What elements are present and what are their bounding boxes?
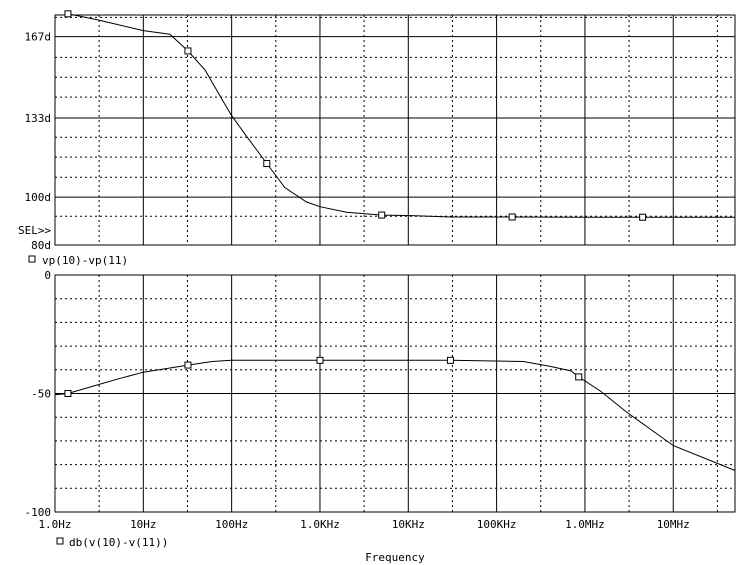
magnitude-data-marker <box>184 361 192 369</box>
x-tick-label: 1.0KHz <box>300 518 340 531</box>
x-tick-label: 1.0MHz <box>565 518 605 531</box>
magnitude-series-line <box>54 359 736 471</box>
phase-series-line <box>67 13 735 218</box>
magnitude-y-tick-label: -50 <box>31 388 51 401</box>
magnitude-y-tick-label: 0 <box>44 269 51 282</box>
phase-y-tick-label: 80d <box>31 239 51 252</box>
magnitude-legend-symbol <box>56 537 64 545</box>
magnitude-chart: 0 -50 -100 1.0Hz 10Hz 100Hz 1.0KHz 10KHz 100KHz… <box>25 269 736 564</box>
x-axis-title: Frequency <box>365 551 425 564</box>
phase-data-marker <box>184 47 192 55</box>
magnitude-data-marker <box>446 356 454 364</box>
magnitude-data-marker <box>575 373 583 381</box>
magnitude-legend: db(v(10)-v(11)) <box>56 536 168 549</box>
phase-chart: 167d 133d 100d 80d SEL>> vp(10)-vp(11) <box>18 10 736 267</box>
phase-chart-frame <box>54 14 736 246</box>
selection-marker-label: SEL>> <box>18 224 51 237</box>
phase-legend: vp(10)-vp(11) <box>28 254 128 267</box>
x-tick-label: 10KHz <box>392 518 425 531</box>
phase-data-marker <box>639 213 647 221</box>
x-tick-label: 10Hz <box>130 518 157 531</box>
phase-legend-label: vp(10)-vp(11) <box>42 254 128 267</box>
x-tick-label: 1.0Hz <box>38 518 71 531</box>
x-tick-label: 100KHz <box>477 518 517 531</box>
magnitude-data-marker <box>64 390 72 397</box>
x-tick-label: 100Hz <box>215 518 248 531</box>
phase-y-tick-label: 167d <box>25 31 52 44</box>
phase-data-marker <box>508 213 516 221</box>
phase-data-marker <box>263 160 271 168</box>
magnitude-data-marker <box>316 356 324 364</box>
phase-data-marker <box>378 211 386 219</box>
magnitude-y-tick-label: -100 <box>25 506 52 519</box>
magnitude-chart-frame <box>54 274 736 513</box>
phase-data-marker <box>64 10 72 18</box>
phase-y-tick-label: 100d <box>25 191 52 204</box>
x-tick-label: 10MHz <box>657 518 690 531</box>
phase-y-tick-label: 133d <box>25 112 52 125</box>
magnitude-legend-label: db(v(10)-v(11)) <box>69 536 168 549</box>
phase-legend-symbol <box>28 255 36 263</box>
